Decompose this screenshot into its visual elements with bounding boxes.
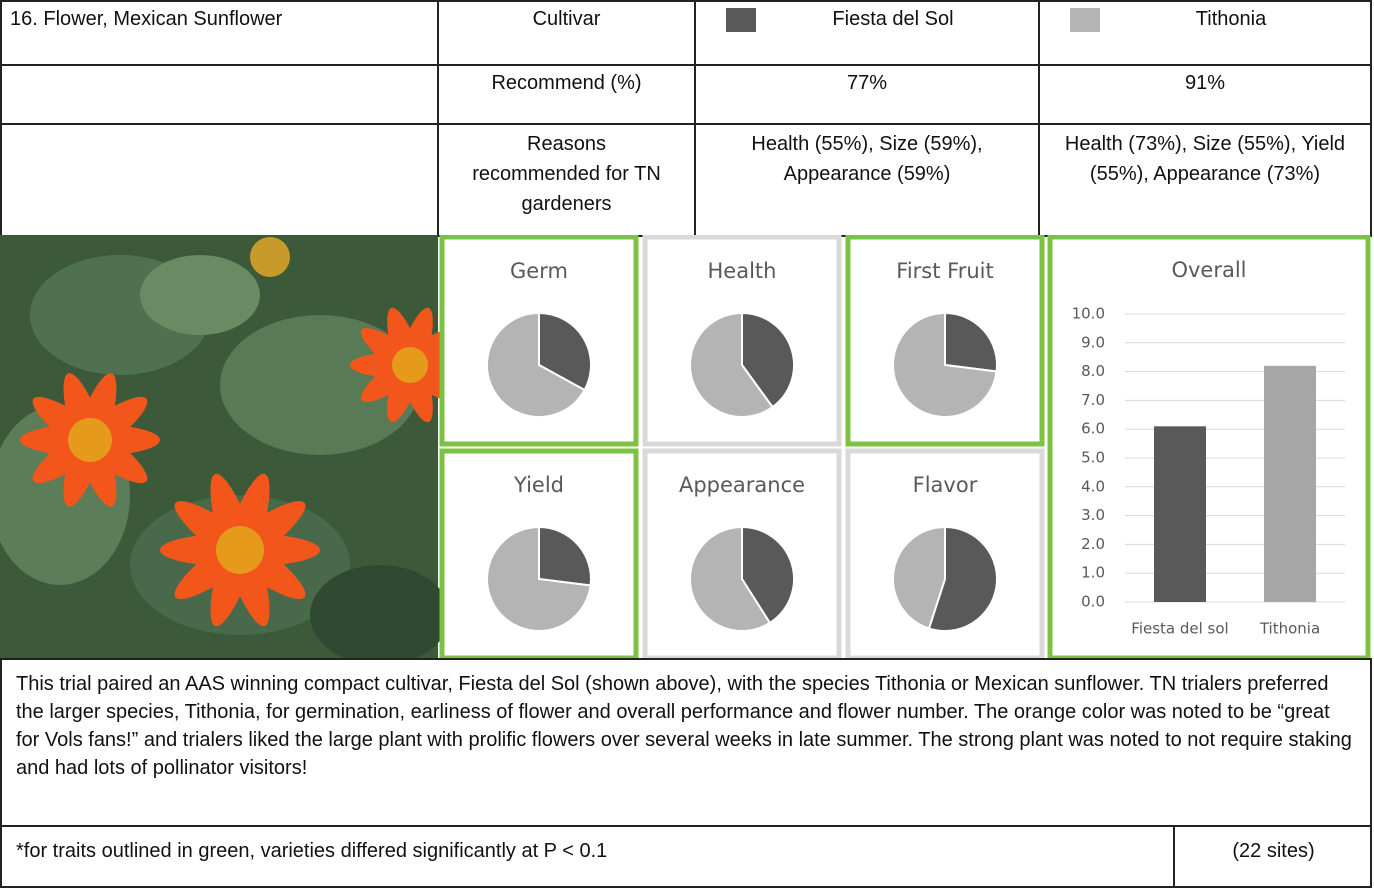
chart-title: First Fruit bbox=[896, 259, 993, 283]
photo bbox=[0, 235, 470, 660]
column-header: Cultivar bbox=[438, 1, 695, 65]
chart-title: Flavor bbox=[913, 473, 978, 497]
x-tick-label: Fiesta del sol bbox=[1131, 620, 1228, 638]
column-header: Tithonia bbox=[1039, 1, 1371, 65]
column-label: Tithonia bbox=[1196, 8, 1266, 30]
footnote: *for traits outlined in green, varieties… bbox=[0, 825, 1372, 888]
chart-title: Overall bbox=[1171, 258, 1246, 282]
y-tick-label: 1.0 bbox=[1081, 564, 1105, 582]
footnote-text: *for traits outlined in green, varieties… bbox=[16, 837, 607, 865]
site-count: (22 sites) bbox=[1173, 827, 1372, 886]
bar bbox=[1154, 426, 1206, 602]
y-tick-label: 9.0 bbox=[1081, 333, 1105, 351]
column-label: Fiesta del Sol bbox=[832, 8, 953, 30]
y-tick-label: 2.0 bbox=[1081, 535, 1105, 553]
page: {"table":{"title":"16. Flower, Mexican S… bbox=[0, 0, 1374, 888]
y-tick-label: 3.0 bbox=[1081, 506, 1105, 524]
legend-swatch bbox=[1070, 8, 1100, 32]
column-header: Fiesta del Sol bbox=[695, 1, 1039, 65]
chart-title: Health bbox=[708, 259, 777, 283]
cell: 91% bbox=[1039, 65, 1371, 124]
cell: Health (55%), Size (59%), Appearance (59… bbox=[695, 124, 1039, 236]
y-tick-label: 6.0 bbox=[1081, 420, 1105, 438]
description: This trial paired an AAS winning compact… bbox=[0, 658, 1372, 827]
cell: Reasons recommended for TN gardeners bbox=[438, 124, 695, 236]
x-tick-label: Tithonia bbox=[1259, 620, 1320, 638]
empty-cell bbox=[1, 124, 438, 236]
cell: Recommend (%) bbox=[438, 65, 695, 124]
legend-swatch bbox=[726, 8, 756, 32]
cell: 77% bbox=[695, 65, 1039, 124]
y-tick-label: 7.0 bbox=[1081, 391, 1105, 409]
header-table: 16. Flower, Mexican Sunflower Cultivar F… bbox=[0, 0, 1372, 237]
y-tick-label: 8.0 bbox=[1081, 362, 1105, 380]
y-tick-label: 4.0 bbox=[1081, 477, 1105, 495]
bar bbox=[1264, 366, 1316, 602]
chart-title: Germ bbox=[510, 259, 568, 283]
y-tick-label: 0.0 bbox=[1081, 593, 1105, 611]
chart-title: Appearance bbox=[679, 473, 805, 497]
table-title: 16. Flower, Mexican Sunflower bbox=[1, 1, 438, 65]
y-tick-label: 10.0 bbox=[1072, 305, 1105, 323]
chart-title: Yield bbox=[513, 473, 564, 497]
charts-area: Germ Health First Fruit Yield Appearance Flav… bbox=[0, 235, 1374, 660]
empty-cell bbox=[1, 65, 438, 124]
y-tick-label: 5.0 bbox=[1081, 449, 1105, 467]
cell: Health (73%), Size (55%), Yield (55%), A… bbox=[1039, 124, 1371, 236]
